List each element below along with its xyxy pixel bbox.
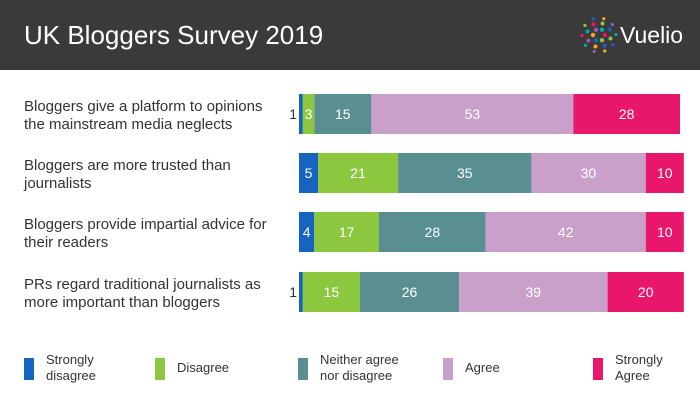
- bar-segment: [398, 153, 532, 193]
- data-label: 53: [465, 106, 481, 122]
- logo-dot: [602, 43, 607, 48]
- logo-dot: [591, 22, 596, 27]
- bar-segment: [314, 94, 372, 134]
- legend-label: Neither agree nor disagree: [320, 352, 399, 383]
- logo-dot: [602, 17, 606, 21]
- logo-dot: [580, 33, 584, 38]
- legend-swatch: [155, 358, 165, 380]
- data-label: 17: [339, 224, 355, 240]
- bar-segment: [485, 212, 646, 252]
- data-label: 10: [657, 224, 673, 240]
- bar-segment: [299, 94, 303, 134]
- legend-label: Agree: [465, 360, 500, 375]
- stacked-bar-chart: Bloggers give a platform to opinions the …: [23, 94, 684, 312]
- logo-dot: [599, 37, 605, 43]
- bar-segment: [371, 94, 574, 134]
- logo-dot: [600, 21, 605, 26]
- bar-segment: [359, 272, 460, 312]
- bar-segment: [573, 94, 680, 134]
- data-label: 10: [657, 165, 673, 181]
- logo-dot: [611, 42, 615, 47]
- bar-segment: [607, 272, 684, 312]
- data-label: 30: [581, 165, 597, 181]
- data-label: 21: [350, 165, 366, 181]
- bar-segment: [645, 212, 684, 252]
- logo-text: Vuelio: [620, 22, 684, 48]
- data-label: 15: [335, 106, 351, 122]
- data-label: 15: [324, 284, 340, 300]
- legend-swatch: [298, 358, 308, 380]
- data-label: 28: [425, 224, 441, 240]
- data-label: 1: [289, 106, 297, 122]
- legend-swatch: [593, 358, 603, 380]
- data-label: 5: [305, 165, 313, 181]
- logo-dot: [614, 32, 618, 37]
- bar-segment: [302, 94, 315, 134]
- header-bar: UK Bloggers Survey 2019 Vuelio: [0, 0, 700, 70]
- bar-segment: [299, 212, 315, 252]
- data-label: 20: [638, 284, 654, 300]
- legend-label: Strongly disagree: [46, 352, 96, 383]
- data-label: 28: [619, 106, 635, 122]
- logo-dot: [593, 27, 599, 33]
- data-label: 1: [289, 284, 297, 300]
- category-label: Bloggers give a platform to opinions the …: [24, 98, 262, 133]
- logo-dot: [585, 29, 590, 34]
- page-title: UK Bloggers Survey 2019: [24, 20, 324, 50]
- logo-dot: [590, 32, 596, 38]
- bar-segment: [299, 272, 303, 312]
- bar-segment: [314, 212, 380, 252]
- logo-dot: [610, 23, 615, 27]
- data-label: 4: [303, 224, 311, 240]
- category-label: PRs regard traditional journalists as mor…: [24, 276, 261, 311]
- category-label: Bloggers are more trusted than journalist…: [23, 157, 231, 192]
- logo-dot: [592, 49, 596, 53]
- vuelio-logo: Vuelio: [580, 16, 685, 54]
- data-label: 26: [402, 284, 418, 300]
- bar-segment: [302, 272, 360, 312]
- logo-dot: [603, 49, 607, 53]
- logo-dot: [599, 27, 605, 33]
- data-label: 35: [457, 165, 473, 181]
- data-label: 42: [558, 224, 574, 240]
- data-label: 3: [305, 106, 313, 122]
- legend-label: Disagree: [177, 360, 230, 375]
- logo-dot: [593, 37, 599, 43]
- logo-dot: [583, 43, 588, 47]
- logo-dot: [591, 17, 595, 21]
- data-label: 39: [526, 284, 542, 300]
- logo-dot: [602, 32, 608, 38]
- bar-segment: [318, 153, 399, 193]
- category-label: Bloggers provide impartial advice for the…: [24, 216, 267, 251]
- dot-burst-logo-icon: [580, 17, 618, 53]
- chart-legend: Strongly disagree Disagree Neither agree nor…: [0, 340, 700, 400]
- legend-swatch: [24, 358, 34, 380]
- legend-label: Strongly Agree: [615, 352, 663, 383]
- bar-segment: [379, 212, 486, 252]
- logo-dot: [583, 23, 587, 28]
- logo-dot: [607, 27, 612, 32]
- bar-segment: [299, 153, 319, 193]
- bar-segment: [531, 153, 646, 193]
- legend-swatch: [443, 358, 453, 380]
- bar-segment: [459, 272, 608, 312]
- logo-dot: [593, 44, 598, 49]
- logo-dot: [586, 38, 591, 43]
- bar-segment: [645, 153, 684, 193]
- logo-dot: [608, 36, 613, 41]
